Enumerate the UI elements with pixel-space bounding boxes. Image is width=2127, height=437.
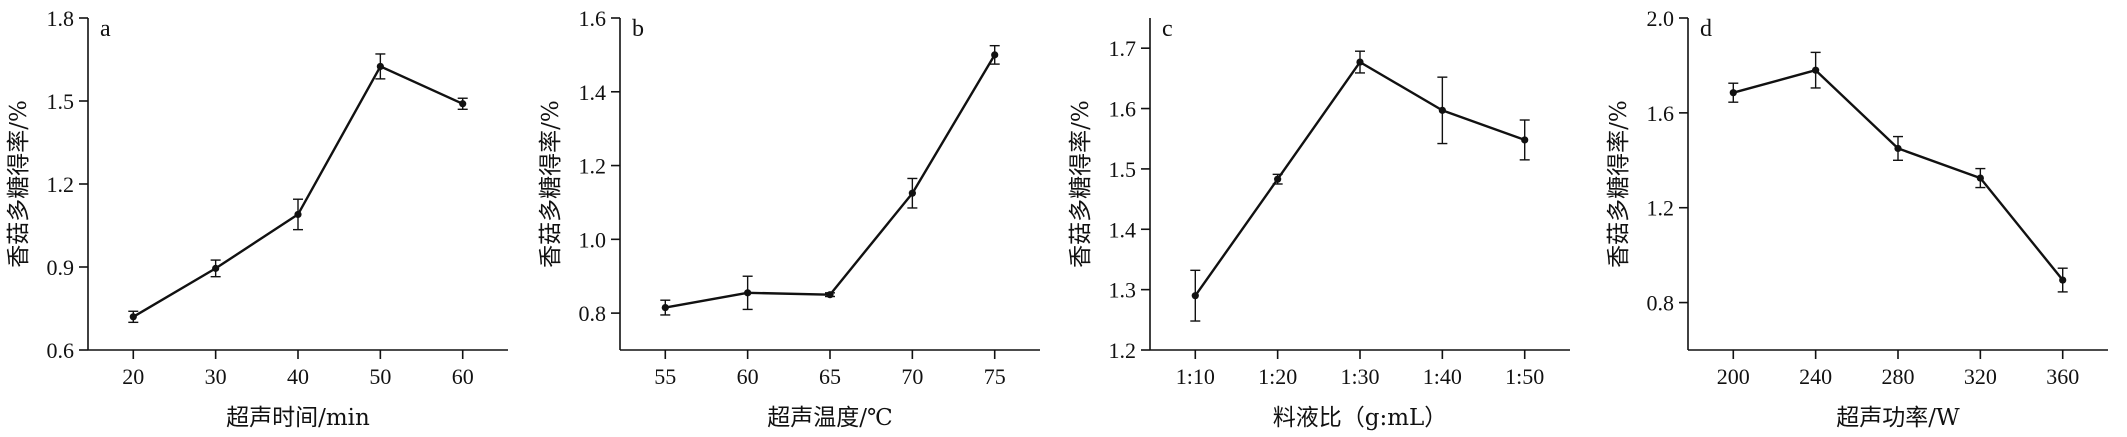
data-point: [908, 189, 916, 197]
x-tick-label: 280: [1882, 364, 1915, 389]
y-tick-label: 2.0: [1647, 6, 1675, 31]
data-point: [1729, 89, 1737, 97]
y-axis-title: 香菇多糖得率/%: [538, 100, 564, 268]
x-axis-title: 超声功率/W: [1836, 405, 1960, 431]
x-tick-label: 50: [369, 364, 391, 389]
data-point: [1274, 175, 1282, 183]
x-tick-label: 65: [819, 364, 841, 389]
x-tick-label: 200: [1717, 364, 1750, 389]
x-tick-label: 1:50: [1505, 364, 1544, 389]
chart-panel-d: 0.8 1.2 1.6 2.0 200 240 280 320 360 超声功率/W 香菇多糖得率/…: [1606, 6, 2108, 431]
x-tick-label: 320: [1964, 364, 1997, 389]
data-point: [212, 264, 220, 272]
panel-label: c: [1162, 16, 1173, 42]
x-tick-label: 1:30: [1340, 364, 1379, 389]
data-point: [1976, 174, 1984, 182]
x-tick-label: 70: [901, 364, 923, 389]
y-tick-label: 1.2: [1109, 338, 1137, 363]
y-tick-label: 1.8: [47, 6, 75, 31]
data-point: [826, 291, 834, 299]
y-tick-label: 1.4: [1109, 217, 1137, 242]
panel-label: d: [1700, 16, 1712, 42]
data-point: [129, 313, 137, 321]
x-tick-label: 20: [122, 364, 144, 389]
x-axis-title: 超声时间/min: [226, 405, 370, 431]
x-tick-label: 360: [2046, 364, 2079, 389]
series-line: [1194, 60, 1526, 297]
data-point: [294, 210, 302, 219]
y-tick-label: 1.4: [579, 80, 607, 105]
y-tick-label: 1.5: [1109, 157, 1137, 182]
y-axis-title: 香菇多糖得率/%: [1068, 100, 1094, 268]
x-tick-label: 1:10: [1176, 364, 1215, 389]
panel-label: b: [632, 16, 644, 42]
x-tick-label: 30: [205, 364, 227, 389]
x-tick-label: 55: [654, 364, 676, 389]
y-tick-label: 1.2: [1647, 196, 1675, 221]
data-point: [376, 62, 384, 71]
x-tick-label: 60: [452, 364, 474, 389]
y-tick-label: 0.9: [47, 255, 75, 280]
data-point: [1521, 136, 1529, 144]
data-point: [1191, 292, 1199, 300]
data-point: [459, 100, 467, 108]
data-point: [1438, 106, 1446, 114]
y-axis-title: 香菇多糖得率/%: [6, 100, 32, 268]
y-tick-label: 1.5: [47, 89, 75, 114]
y-tick-label: 1.2: [47, 172, 75, 197]
series-line: [132, 65, 464, 318]
data-point: [744, 289, 752, 297]
chart-panel-b: 0.8 1.0 1.2 1.4 1.6 55 60 65 70 75 超声温度/℃ 香菇多糖得率/% b: [538, 6, 1040, 431]
series-line: [1732, 68, 2064, 281]
x-tick-label: 240: [1799, 364, 1832, 389]
y-tick-label: 1.0: [579, 227, 607, 252]
x-axis-title: 超声温度/℃: [767, 405, 892, 431]
data-point: [661, 303, 669, 312]
series-line: [665, 54, 996, 309]
y-tick-label: 0.8: [1647, 291, 1675, 316]
x-tick-label: 60: [737, 364, 759, 389]
y-tick-label: 0.6: [47, 338, 75, 363]
data-point: [1812, 66, 1820, 74]
panel-label: a: [100, 16, 111, 42]
data-point: [1894, 144, 1902, 153]
x-tick-label: 1:20: [1258, 364, 1297, 389]
x-axis-title: 料液比（g:mL）: [1273, 405, 1448, 431]
y-tick-label: 1.7: [1109, 36, 1137, 61]
y-tick-label: 1.6: [1647, 101, 1675, 126]
x-tick-label: 1:40: [1423, 364, 1462, 389]
x-tick-label: 75: [984, 364, 1006, 389]
x-tick-label: 40: [287, 364, 309, 389]
y-tick-label: 1.3: [1109, 278, 1137, 303]
chart-panel-a: 0.6 0.9 1.2 1.5 1.8 20 30 40 50 60 超声时间/min 香菇多糖得率/…: [6, 6, 508, 431]
y-tick-label: 0.8: [579, 301, 607, 326]
data-point: [2059, 276, 2067, 284]
y-tick-label: 1.6: [579, 6, 607, 31]
y-tick-label: 1.6: [1109, 97, 1137, 122]
chart-panel-c: 1.2 1.3 1.4 1.5 1.6 1.7 1:10 1:20 1:30 1:40 1:50 料液…: [1068, 16, 1570, 431]
data-point: [991, 51, 999, 59]
y-tick-label: 1.2: [579, 154, 607, 179]
y-axis-title: 香菇多糖得率/%: [1606, 100, 1632, 268]
data-point: [1356, 58, 1364, 66]
